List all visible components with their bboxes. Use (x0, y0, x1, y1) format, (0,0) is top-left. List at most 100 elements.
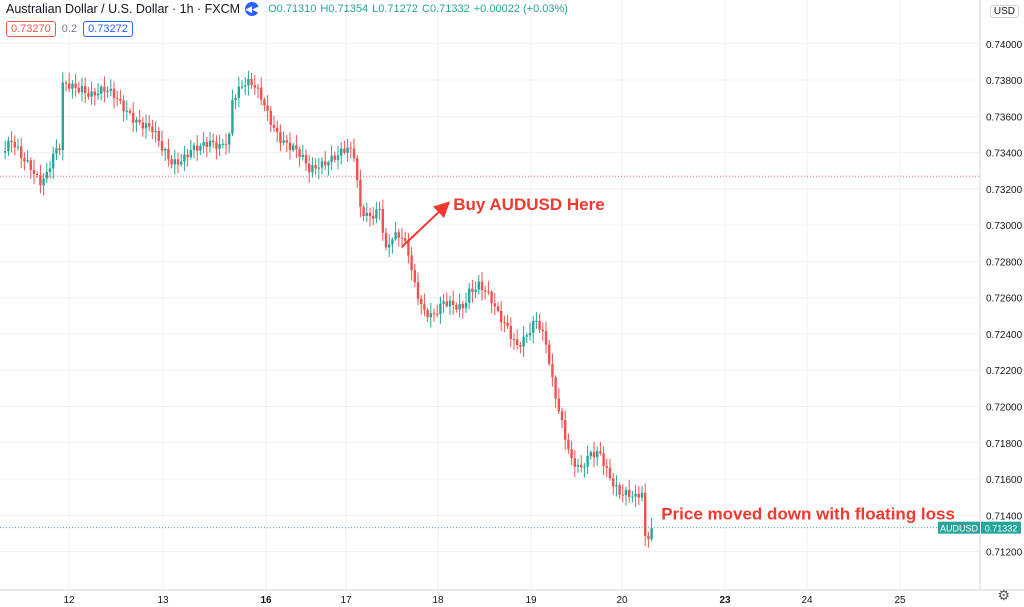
candle-body (621, 494, 624, 496)
candle-body (541, 329, 544, 332)
candle-body (522, 336, 525, 347)
candle-body (573, 458, 576, 467)
candle-body (586, 455, 589, 467)
candle-body (224, 143, 228, 145)
candle-body (388, 244, 391, 248)
candle-body (116, 98, 119, 100)
candle-body (551, 363, 554, 378)
candle-body (608, 467, 612, 479)
candle-body (272, 125, 276, 128)
symbol-title[interactable]: Australian Dollar / U.S. Dollar · 1h · F… (6, 2, 241, 16)
candle-body (391, 239, 394, 245)
y-tick-label: 0.73600 (986, 112, 1023, 123)
candle-body (74, 83, 77, 88)
candle-body (135, 119, 138, 123)
x-tick-label: 17 (340, 595, 352, 606)
candle-body (647, 535, 650, 540)
chart-header: Australian Dollar / U.S. Dollar · 1h · F… (6, 2, 568, 16)
candle-body (80, 86, 84, 93)
candle-body (36, 173, 39, 176)
y-tick-label: 0.72200 (986, 366, 1023, 377)
sell-price-button[interactable]: 0.73270 (6, 21, 56, 37)
y-tick-label: 0.73800 (986, 76, 1023, 87)
candle-body (320, 161, 324, 168)
candle-body (32, 170, 36, 174)
candle-body (605, 466, 608, 468)
candle-body (634, 493, 637, 497)
candle-body (452, 300, 455, 305)
candle-body (39, 175, 42, 186)
candle-body (132, 112, 135, 123)
x-tick-label: 18 (432, 595, 444, 606)
candle-body (87, 93, 90, 97)
candle-body (96, 93, 100, 96)
candle-body (151, 126, 154, 133)
candle-body (298, 149, 301, 157)
candle-body (247, 78, 250, 86)
currency-selector[interactable]: USD (989, 5, 1019, 18)
candle-body (461, 303, 464, 309)
candle-body (506, 322, 509, 327)
candle-body (295, 145, 298, 150)
candle-body (372, 216, 375, 219)
candle-body (528, 332, 532, 336)
candle-body (487, 291, 490, 293)
close-value: C0.71332 (422, 3, 470, 15)
candle-body (269, 110, 272, 126)
candle-body (317, 167, 320, 169)
candle-body (612, 478, 615, 487)
candle-body (29, 160, 32, 171)
candle-body (71, 83, 74, 89)
candle-body (381, 208, 384, 233)
candle-body (416, 282, 420, 299)
candle-body (464, 302, 468, 309)
candle-body (439, 303, 442, 314)
buy-price-button[interactable]: 0.73272 (83, 21, 133, 37)
candle-body (90, 91, 93, 97)
candle-body (55, 148, 58, 154)
candle-body (583, 466, 586, 468)
open-value: O0.71310 (268, 3, 317, 15)
candle-body (125, 110, 128, 112)
candle-body (250, 78, 253, 85)
y-tick-label: 0.71400 (986, 511, 1023, 522)
x-tick-label: 24 (801, 595, 813, 606)
last-price-label-bg (981, 521, 1021, 534)
candle-body (218, 144, 221, 149)
candle-body (192, 145, 196, 150)
last-price-label: 0.71332 (985, 524, 1018, 534)
candle-body (365, 212, 368, 217)
candle-body (160, 141, 164, 151)
candle-body (288, 142, 292, 151)
spread-value: 0.2 (61, 23, 78, 35)
candle-body (375, 209, 378, 219)
candle-body (493, 303, 496, 307)
x-tick-label: 19 (525, 595, 537, 606)
replay-icon[interactable]: ◀◀ (245, 2, 260, 16)
candle-body (164, 148, 167, 151)
candle-body (640, 492, 644, 498)
candle-body (119, 98, 122, 101)
candle-body (400, 237, 404, 239)
candle-body (535, 320, 538, 322)
candle-body (410, 255, 413, 271)
candle-body (167, 148, 170, 160)
symbol-label-bg (938, 521, 980, 534)
candle-body (519, 345, 522, 347)
candle-body (644, 492, 647, 536)
gear-icon[interactable]: ⚙ (997, 587, 1010, 603)
candle-body (436, 313, 439, 315)
symbol-label: AUDUSD (940, 524, 979, 534)
candle-body (45, 172, 48, 179)
candle-body (343, 148, 346, 153)
candle-body (13, 142, 16, 148)
x-tick-label: 16 (260, 595, 272, 606)
candle-body (301, 154, 304, 157)
candle-body (189, 149, 192, 158)
candle-body (471, 288, 474, 293)
x-tick-label: 23 (719, 595, 731, 606)
candle-body (509, 326, 512, 339)
candle-body (544, 331, 548, 345)
candle-body (23, 158, 26, 162)
